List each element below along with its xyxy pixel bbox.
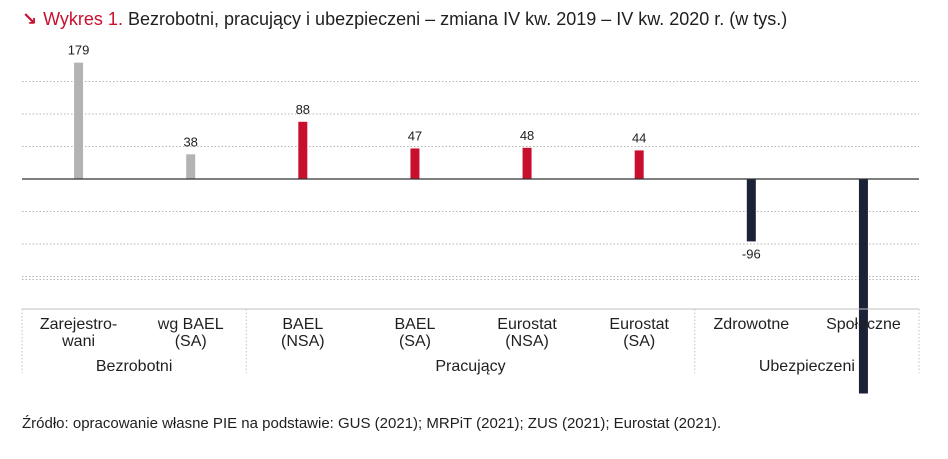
group-label-0: Bezrobotni: [96, 358, 173, 375]
category-label-2-1: (NSA): [281, 333, 325, 350]
category-label-4-0: Eurostat: [497, 316, 557, 333]
category-label-1-0: wg BAEL: [157, 316, 224, 333]
data-label-6: -96: [742, 246, 761, 261]
chart-title: ↘ Wykres 1. Bezrobotni, pracujący i ubezp…: [22, 8, 787, 30]
data-label-2: 88: [296, 102, 310, 117]
bar-2: [298, 121, 308, 179]
bar-1: [186, 154, 196, 179]
bar-5: [634, 150, 644, 179]
category-label-0-0: Zarejestro-: [40, 316, 117, 333]
category-label-2-0: BAEL: [282, 316, 323, 333]
source-note: Źródło: opracowanie własne PIE na podsta…: [22, 415, 722, 432]
bar-3: [410, 148, 420, 179]
category-label-3-1: (SA): [399, 333, 431, 350]
category-label-1-1: (SA): [175, 333, 207, 350]
category-label-5-1: (SA): [623, 333, 655, 350]
data-label-1: 38: [183, 134, 197, 149]
bar-6: [746, 179, 756, 242]
data-label-7: -330: [850, 399, 876, 401]
group-label-1: Pracujący: [435, 358, 505, 375]
bar-4: [522, 147, 532, 179]
data-label-3: 47: [408, 128, 422, 143]
data-label-4: 48: [520, 128, 534, 143]
data-label-0: 179: [68, 43, 90, 58]
bar-0: [74, 62, 84, 179]
category-label-0-1: wani: [61, 333, 95, 350]
chart-title-prefix: Wykres 1.: [43, 9, 123, 29]
arrow-down-right-icon: ↘: [22, 9, 38, 29]
category-label-4-1: (NSA): [505, 333, 549, 350]
bar-7: [858, 179, 868, 394]
category-label-5-0: Eurostat: [609, 316, 669, 333]
chart-title-text: Bezrobotni, pracujący i ubezpieczeni – z…: [127, 9, 788, 29]
bar-chart: 179 38 88 47 48 44 -96 -330 Zarejestro-wani wg BA…: [21, 43, 920, 401]
group-label-2: Ubezpieczeni: [759, 358, 855, 375]
category-label-6-0: Zdrowotne: [714, 316, 790, 333]
category-label-3-0: BAEL: [394, 316, 435, 333]
category-label-7-0: Społeczne: [826, 316, 901, 333]
data-label-5: 44: [632, 130, 646, 145]
